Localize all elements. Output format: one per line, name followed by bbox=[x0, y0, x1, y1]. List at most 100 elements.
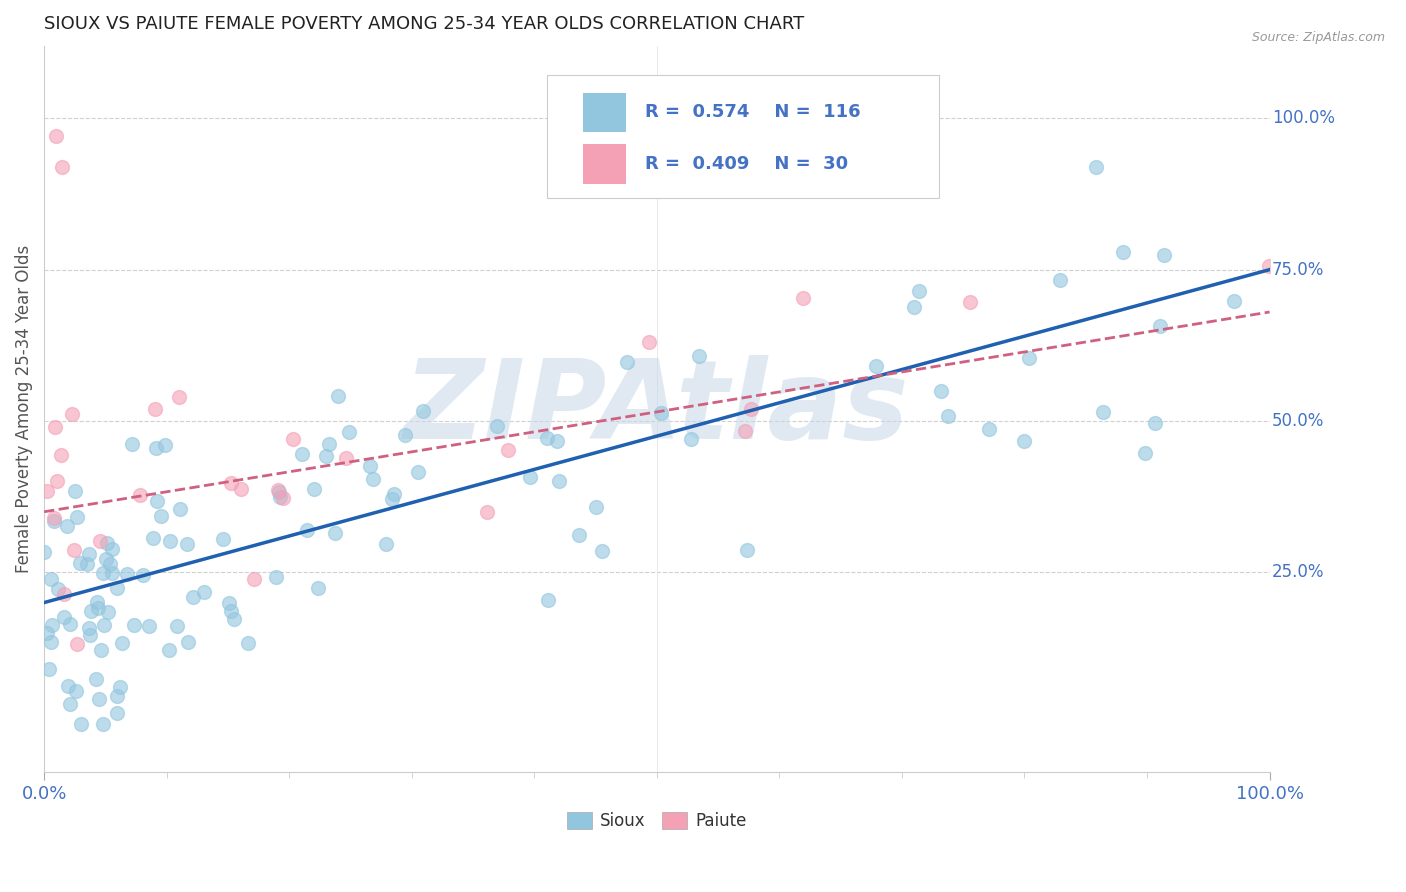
Point bbox=[929, 384, 952, 399]
Point bbox=[679, 433, 702, 447]
Point bbox=[166, 619, 188, 633]
Point bbox=[65, 684, 87, 698]
Point bbox=[323, 526, 346, 541]
Text: 25.0%: 25.0% bbox=[1272, 563, 1324, 582]
Text: 50.0%: 50.0% bbox=[1272, 412, 1324, 430]
Point bbox=[111, 636, 134, 650]
Text: R =  0.409    N =  30: R = 0.409 N = 30 bbox=[644, 154, 848, 173]
Point bbox=[243, 573, 266, 587]
Point bbox=[193, 585, 215, 599]
Point bbox=[138, 618, 160, 632]
Point bbox=[1153, 248, 1175, 262]
Point bbox=[1133, 445, 1156, 459]
Point bbox=[176, 635, 198, 649]
Y-axis label: Female Poverty Among 25-34 Year Olds: Female Poverty Among 25-34 Year Olds bbox=[15, 244, 32, 573]
Point bbox=[59, 697, 82, 711]
Point bbox=[79, 547, 101, 561]
Point bbox=[375, 537, 398, 551]
Legend: Sioux, Paiute: Sioux, Paiute bbox=[560, 805, 754, 837]
Point bbox=[105, 706, 128, 720]
Point bbox=[361, 472, 384, 486]
Point bbox=[977, 421, 1000, 435]
Point bbox=[143, 401, 166, 416]
Point bbox=[39, 572, 62, 586]
Point bbox=[132, 567, 155, 582]
Point bbox=[49, 449, 72, 463]
Point bbox=[87, 601, 110, 615]
Text: ZIPAtlas: ZIPAtlas bbox=[404, 355, 910, 462]
Point bbox=[382, 486, 405, 500]
Point bbox=[959, 294, 981, 309]
Point bbox=[96, 536, 118, 550]
Point bbox=[688, 350, 710, 364]
Point bbox=[1092, 405, 1115, 419]
Point bbox=[86, 595, 108, 609]
Point bbox=[335, 451, 357, 466]
Point bbox=[486, 419, 509, 434]
Point bbox=[45, 129, 67, 144]
Point bbox=[211, 532, 233, 546]
Text: 100.0%: 100.0% bbox=[1272, 110, 1336, 128]
Point bbox=[169, 501, 191, 516]
Point bbox=[66, 637, 89, 651]
Point bbox=[616, 354, 638, 368]
Point bbox=[267, 483, 290, 498]
Point bbox=[41, 635, 63, 649]
Point bbox=[56, 679, 79, 693]
Point bbox=[145, 493, 167, 508]
Point bbox=[52, 610, 75, 624]
Point bbox=[1149, 318, 1171, 333]
Point bbox=[94, 552, 117, 566]
Point bbox=[273, 491, 295, 505]
Point bbox=[91, 566, 114, 581]
Point bbox=[1049, 273, 1071, 287]
Point bbox=[326, 389, 349, 403]
Point bbox=[536, 431, 558, 445]
Point bbox=[295, 523, 318, 537]
Point bbox=[740, 401, 762, 416]
FancyBboxPatch shape bbox=[547, 75, 939, 198]
Point bbox=[181, 590, 204, 604]
Point bbox=[229, 483, 252, 497]
Point bbox=[97, 605, 120, 619]
Point bbox=[69, 556, 91, 570]
Point bbox=[90, 643, 112, 657]
Point bbox=[222, 612, 245, 626]
Point bbox=[475, 505, 498, 519]
Point bbox=[93, 617, 115, 632]
Text: R =  0.574    N =  116: R = 0.574 N = 116 bbox=[644, 103, 860, 121]
Point bbox=[145, 441, 167, 455]
Point bbox=[236, 636, 259, 650]
Point bbox=[155, 438, 177, 452]
Point bbox=[496, 442, 519, 457]
Point bbox=[80, 604, 103, 618]
FancyBboxPatch shape bbox=[583, 144, 626, 184]
Point bbox=[98, 557, 121, 571]
Point bbox=[79, 628, 101, 642]
Point bbox=[101, 541, 124, 556]
Point bbox=[1258, 260, 1281, 274]
Point bbox=[269, 485, 291, 500]
Text: 75.0%: 75.0% bbox=[1272, 260, 1324, 278]
Point bbox=[63, 483, 86, 498]
Point bbox=[66, 509, 89, 524]
Point bbox=[735, 543, 758, 558]
Text: SIOUX VS PAIUTE FEMALE POVERTY AMONG 25-34 YEAR OLDS CORRELATION CHART: SIOUX VS PAIUTE FEMALE POVERTY AMONG 25-… bbox=[44, 15, 804, 33]
Point bbox=[91, 716, 114, 731]
Point bbox=[157, 643, 180, 657]
Point bbox=[1223, 294, 1246, 309]
Point bbox=[129, 488, 152, 502]
Point bbox=[537, 593, 560, 607]
Point bbox=[865, 359, 887, 373]
Text: Source: ZipAtlas.com: Source: ZipAtlas.com bbox=[1251, 31, 1385, 45]
Point bbox=[167, 390, 190, 404]
Point bbox=[32, 545, 55, 559]
Point bbox=[318, 437, 340, 451]
Point bbox=[307, 581, 329, 595]
Point bbox=[650, 406, 672, 420]
Point bbox=[412, 404, 434, 418]
Point bbox=[89, 533, 111, 548]
Point bbox=[41, 618, 63, 632]
Point bbox=[149, 508, 172, 523]
Point bbox=[903, 300, 925, 314]
